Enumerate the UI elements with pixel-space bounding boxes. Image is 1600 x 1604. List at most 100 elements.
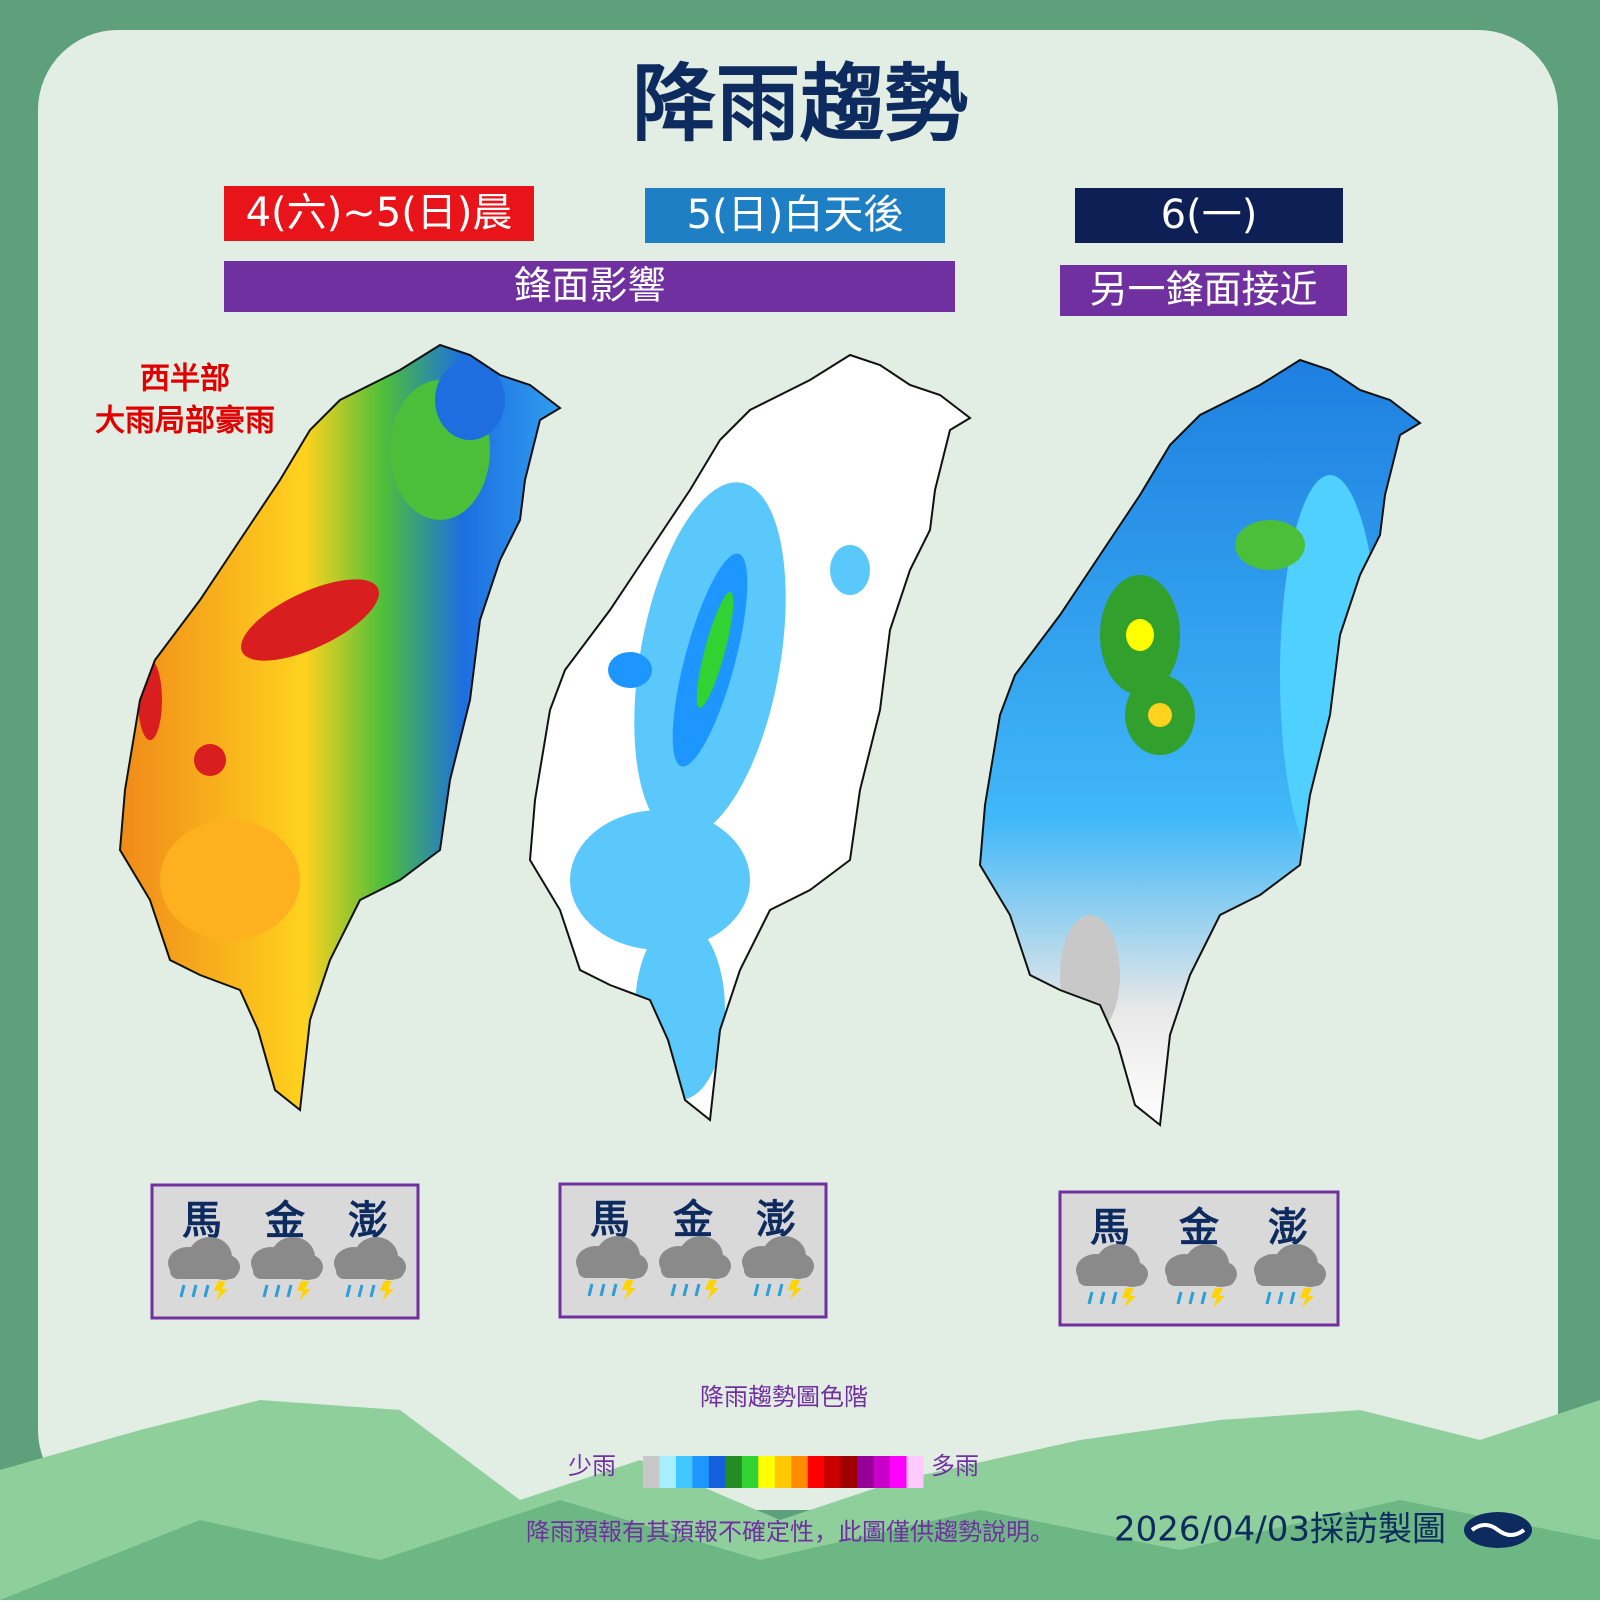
rain-area — [570, 810, 750, 950]
island-label: 馬 — [590, 1197, 630, 1243]
island-label: 馬 — [1090, 1205, 1130, 1251]
legend-swatch — [791, 1456, 809, 1488]
rain-drop — [286, 1284, 293, 1298]
lightning — [705, 1280, 719, 1300]
rain-area — [160, 820, 300, 940]
rain-icon — [168, 1237, 240, 1301]
rain-icon — [659, 1236, 731, 1300]
period-box — [224, 186, 534, 241]
rain-drop — [179, 1284, 186, 1298]
rain-drop — [369, 1284, 376, 1298]
rain-drop — [203, 1284, 210, 1298]
lightning — [1211, 1288, 1225, 1308]
island-label: 澎 — [1268, 1205, 1308, 1251]
legend-swatch — [725, 1456, 743, 1488]
rain-area — [1148, 703, 1172, 727]
legend-swatch — [692, 1456, 710, 1488]
lightning — [380, 1281, 394, 1301]
rain-drop — [599, 1283, 606, 1297]
rain-drop — [1087, 1291, 1094, 1305]
banner-text: 另一鋒面接近 — [1089, 268, 1317, 312]
rain-icon — [742, 1236, 814, 1300]
rain-icon — [1165, 1244, 1237, 1308]
rain-drop — [1099, 1291, 1106, 1305]
content: 鋒面影響 另一鋒面接近4(六)~5(日)晨西半部大雨局部豪雨馬金澎5(日)白天後馬… — [95, 186, 1532, 1550]
rain-drop — [765, 1283, 772, 1297]
cloud — [744, 1262, 812, 1278]
annotation: 西半部 — [140, 362, 230, 397]
taiwan-outline — [528, 353, 972, 1122]
rain-icon — [251, 1237, 323, 1301]
rain-drop — [345, 1284, 352, 1298]
legend-title: 降雨趨勢圖色階 — [700, 1383, 868, 1411]
rain-icon — [334, 1237, 406, 1301]
taiwan-outline — [118, 343, 562, 1112]
rain-area — [696, 591, 734, 709]
mountains — [0, 1400, 1600, 1600]
logo-shape — [1470, 1523, 1526, 1537]
period-box — [645, 188, 945, 243]
period-label: 6(一) — [1161, 192, 1258, 238]
legend-swatch — [807, 1456, 825, 1488]
lightning — [297, 1281, 311, 1301]
legend-swatch — [741, 1456, 759, 1488]
island-label: 馬 — [182, 1198, 222, 1244]
banner-text: 鋒面影響 — [513, 264, 665, 308]
period-label: 5(日)白天後 — [687, 192, 904, 238]
logo — [1464, 1512, 1532, 1548]
rain-drop — [1176, 1291, 1183, 1305]
legend-swatch — [675, 1456, 693, 1488]
island-label: 澎 — [348, 1198, 388, 1244]
cloud — [336, 1263, 404, 1279]
legend-swatch — [906, 1456, 924, 1488]
rain-area — [194, 744, 226, 776]
rain-area — [1235, 520, 1305, 570]
rain-drop — [1277, 1291, 1284, 1305]
rain-drop — [357, 1284, 364, 1298]
banner-box — [224, 261, 955, 312]
rain-drop — [611, 1283, 618, 1297]
lightning — [1300, 1288, 1314, 1308]
rain-drop — [274, 1284, 281, 1298]
cloud — [578, 1262, 646, 1278]
island-label: 金 — [672, 1197, 714, 1243]
legend-swatch — [824, 1456, 842, 1488]
cloud — [170, 1263, 238, 1279]
rain-area — [241, 579, 379, 661]
rain-drop — [191, 1284, 198, 1298]
legend-swatch — [643, 1456, 660, 1488]
rain-icon — [576, 1236, 648, 1300]
legend-low: 少雨 — [568, 1452, 616, 1480]
legend-swatch — [890, 1456, 908, 1488]
legend-high: 多雨 — [931, 1452, 979, 1480]
rain-map — [120, 345, 560, 1110]
legend-swatch — [708, 1456, 726, 1488]
rain-area — [435, 360, 505, 440]
rain-area — [1126, 619, 1154, 651]
rain-drop — [694, 1283, 701, 1297]
rain-drop — [670, 1283, 677, 1297]
legend-swatch — [857, 1456, 875, 1488]
cloud — [1167, 1270, 1235, 1286]
cloud — [1256, 1270, 1324, 1286]
legend-swatch — [840, 1456, 858, 1488]
rain-drop — [262, 1284, 269, 1298]
island-label: 澎 — [756, 1197, 796, 1243]
legend-swatch — [758, 1456, 776, 1488]
cloud — [253, 1263, 321, 1279]
rain-drop — [682, 1283, 689, 1297]
annotation: 大雨局部豪雨 — [95, 404, 275, 439]
banner-box — [1060, 265, 1347, 316]
cloud — [661, 1262, 729, 1278]
rain-area — [608, 652, 652, 688]
rain-drop — [587, 1283, 594, 1297]
rain-icon — [1254, 1244, 1326, 1308]
period-label: 4(六)~5(日)晨 — [246, 190, 513, 236]
footer-date: 2026/04/03採訪製圖 — [1114, 1510, 1446, 1550]
rain-drop — [1265, 1291, 1272, 1305]
rain-drop — [1200, 1291, 1207, 1305]
legend-swatch — [659, 1456, 677, 1488]
island-label: 金 — [1178, 1205, 1220, 1251]
lightning — [214, 1281, 228, 1301]
